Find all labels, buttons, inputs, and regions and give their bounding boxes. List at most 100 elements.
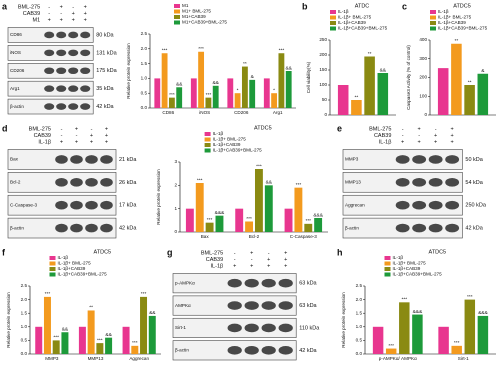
bar xyxy=(234,93,241,108)
blot-band xyxy=(85,155,98,164)
condition-sign: - xyxy=(418,133,420,139)
condition-sign: + xyxy=(105,126,108,132)
legend-label: IL-1β+CAB39 xyxy=(338,20,366,25)
condition-sign: - xyxy=(60,11,62,17)
blot-band xyxy=(244,301,259,310)
y-tick-label: 1.0 xyxy=(141,76,148,81)
chart-title: ATDC5 xyxy=(93,249,111,255)
blot-band xyxy=(412,155,427,164)
bar xyxy=(351,100,362,115)
condition-label: IL-1β xyxy=(38,139,51,145)
bar xyxy=(464,299,476,354)
condition-sign: + xyxy=(451,126,454,132)
legend-label: IL-1β+CAB39 xyxy=(58,266,86,271)
y-tick-label: 50 xyxy=(322,97,328,102)
blot-band xyxy=(70,155,83,164)
significance-label: *** xyxy=(388,343,394,349)
blot-band xyxy=(56,49,67,57)
blot-band xyxy=(68,49,79,57)
blot-band xyxy=(80,31,91,39)
condition-sign: + xyxy=(250,250,253,256)
blot-band xyxy=(227,301,242,310)
significance-label: &&& xyxy=(215,210,225,216)
bar xyxy=(43,296,51,354)
y-tick-label: 250 xyxy=(319,37,327,42)
band-name: MMP13 xyxy=(345,180,361,185)
blot-band xyxy=(56,31,67,39)
blot-band xyxy=(278,278,293,288)
condition-label: CAB39 xyxy=(374,133,391,139)
blot-band xyxy=(244,346,259,355)
condition-sign: + xyxy=(90,139,93,145)
y-tick-label: 1.5 xyxy=(356,310,363,315)
band-size: 42 kDa xyxy=(96,104,114,110)
condition-sign: + xyxy=(284,263,287,269)
band-name: β-actin xyxy=(175,348,189,353)
band-size: 110 kDa xyxy=(299,325,320,331)
blot-band xyxy=(412,177,427,187)
blot-band xyxy=(70,200,83,210)
blot-band xyxy=(55,177,68,187)
band-name: Bax xyxy=(10,157,19,162)
band-name: β-actin xyxy=(10,225,24,230)
condition-sign: - xyxy=(402,133,404,139)
blot-band xyxy=(244,323,259,333)
legend-swatch xyxy=(430,21,436,25)
x-tick-label: CD206 xyxy=(234,110,249,115)
y-tick-label: 2.5 xyxy=(21,283,28,288)
band-name: Bcl-2 xyxy=(10,180,21,185)
legend-label: IL-1β+CAB39+BML-275 xyxy=(58,272,108,277)
bar xyxy=(198,51,205,108)
y-tick-label: 0.0 xyxy=(21,351,28,356)
band-name: p-AMPKα xyxy=(175,280,195,285)
x-tick-label: Aggrecan xyxy=(129,356,149,361)
condition-sign: + xyxy=(75,139,78,145)
legend-label: IL-1β+ BML-275 xyxy=(213,137,247,142)
bar xyxy=(399,302,410,354)
legend-swatch xyxy=(204,137,211,142)
y-tick-label: 0.0 xyxy=(356,351,363,356)
significance-label: ** xyxy=(368,51,372,57)
bar xyxy=(61,332,69,354)
condition-sign: + xyxy=(434,133,437,139)
chart-title: ATDC5 xyxy=(428,249,446,255)
y-tick-label: 2.5 xyxy=(356,283,363,288)
legend-swatch xyxy=(204,132,211,136)
bar xyxy=(235,208,244,232)
blot-band xyxy=(68,31,79,39)
band-name: Arg1 xyxy=(10,86,20,91)
y-tick-label: 150 xyxy=(319,67,327,72)
legend-swatch xyxy=(49,272,56,277)
significance-label: && xyxy=(380,67,387,73)
legend-label: IL-1β+ BML-275 xyxy=(58,261,92,266)
y-tick-label: 100 xyxy=(419,93,427,98)
legend-swatch xyxy=(204,143,211,147)
legend-label: IL-1β+CAB39 xyxy=(438,20,466,25)
condition-sign: + xyxy=(451,139,454,145)
bar xyxy=(205,222,214,232)
band-name: iNOS xyxy=(10,50,21,55)
x-tick-label: Sirt-1 xyxy=(458,356,469,361)
bar xyxy=(249,79,256,108)
blot-band xyxy=(70,223,83,233)
blot-band xyxy=(278,323,293,333)
bar xyxy=(190,78,197,108)
significance-label: && xyxy=(212,80,219,86)
significance-label: *** xyxy=(207,217,213,223)
y-tick-label: 3 xyxy=(174,159,177,164)
legend-swatch xyxy=(430,10,436,14)
x-tick-label: Bax xyxy=(201,234,210,239)
chart-title: ATDC5 xyxy=(453,3,471,9)
blot-band xyxy=(80,103,91,110)
significance-label: *** xyxy=(132,340,138,346)
bar xyxy=(215,215,224,232)
legend-swatch xyxy=(330,10,336,14)
condition-sign: + xyxy=(418,126,421,132)
significance-label: &&& xyxy=(478,310,488,316)
significance-label: * xyxy=(273,87,275,93)
bar xyxy=(372,326,384,354)
legend-label: M1 xyxy=(182,3,189,8)
condition-sign: - xyxy=(234,257,236,263)
blot-band xyxy=(428,155,443,164)
legend-label: IL-1β+CAB39+BML-275 xyxy=(213,148,263,153)
